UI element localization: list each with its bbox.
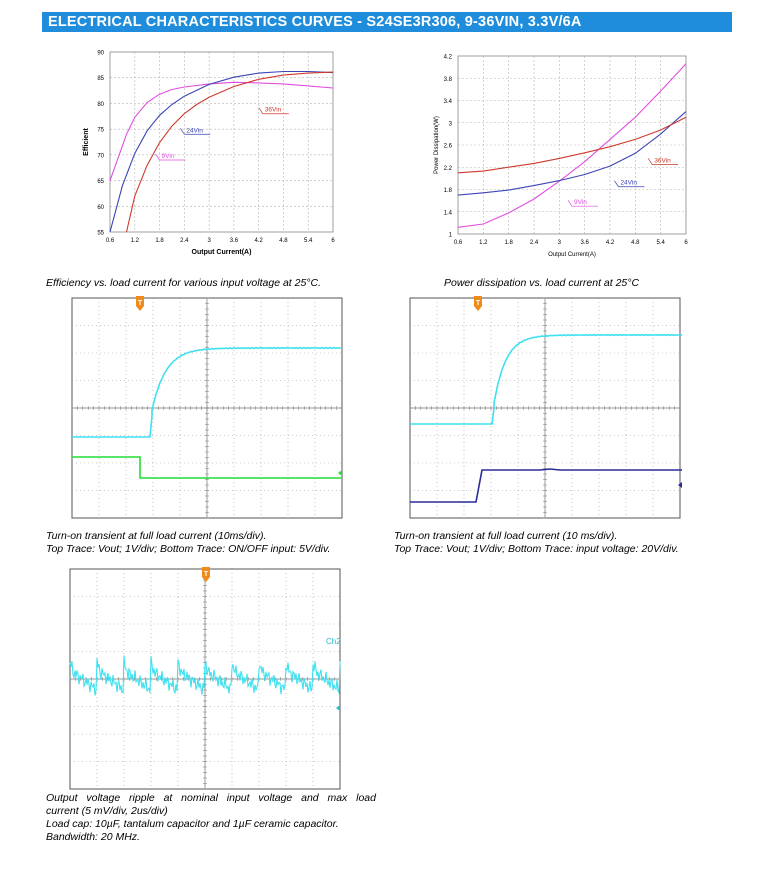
vout-trace — [72, 346, 343, 438]
series-label-leader — [614, 180, 645, 188]
series-line-24vin — [457, 111, 687, 196]
trigger-marker-icon — [474, 296, 482, 311]
ripple-trace — [69, 655, 341, 696]
x-tick-label: 4.2 — [254, 238, 263, 244]
on-off-trace — [72, 456, 342, 479]
y-tick-label: 4.2 — [444, 55, 453, 61]
y-tick-label: 2.2 — [444, 166, 453, 172]
x-tick-label: 3 — [207, 238, 211, 244]
series-line-9vin — [109, 81, 334, 181]
trigger-marker-label: T — [476, 300, 481, 307]
y-tick-label: 1.8 — [444, 188, 453, 194]
trigger-marker-label: T — [138, 300, 143, 307]
y-axis-label: Power Dissipation(W) — [434, 116, 440, 174]
plot-frame — [457, 55, 687, 235]
series-label-leader — [567, 199, 598, 207]
y-tick-label: 70 — [97, 153, 104, 159]
series-label-24vin: 24Vin — [186, 127, 203, 134]
y-tick-label: 1.4 — [444, 210, 453, 216]
x-tick-label: 4.2 — [606, 240, 615, 246]
x-tick-label: 6 — [331, 238, 335, 244]
x-tick-label: 0.6 — [454, 240, 463, 246]
y-tick-label: 85 — [97, 76, 104, 82]
y-tick-label: 1 — [449, 233, 453, 239]
channel-marker-icon — [678, 482, 682, 488]
y-tick-label: 55 — [97, 231, 104, 237]
x-axis-label: Output Current(A) — [548, 252, 596, 258]
y-tick-label: 65 — [97, 179, 104, 185]
scope3-caption: Output voltage ripple at nominal input v… — [46, 792, 376, 843]
series-line-24vin — [109, 70, 334, 233]
x-tick-label: 3.6 — [580, 240, 589, 246]
series-label-leader — [180, 128, 211, 135]
power-caption: Power dissipation vs. load current at 25… — [444, 277, 640, 289]
plot-frame — [109, 51, 334, 233]
scope-turn-on-vin: T — [409, 296, 683, 519]
scope-turn-on-onoff: T — [71, 296, 343, 519]
x-tick-label: 2.4 — [180, 238, 189, 244]
series-line-36vin — [125, 71, 334, 233]
x-tick-label: 2.4 — [530, 240, 539, 246]
y-tick-label: 75 — [97, 128, 104, 134]
series-label-leader — [258, 107, 289, 115]
x-tick-label: 1.8 — [504, 240, 513, 246]
series-label-36vin: 36Vin — [265, 107, 282, 114]
vout-trace — [410, 333, 683, 425]
x-axis-label: Output Current(A) — [192, 249, 252, 256]
trigger-marker-icon — [136, 296, 144, 311]
series-label-24vin: 24Vin — [620, 180, 637, 187]
scope1-caption: Turn-on transient at full load current (… — [46, 530, 331, 555]
y-tick-label: 3 — [449, 121, 453, 127]
channel-marker-icon — [336, 705, 340, 711]
x-tick-label: 5.4 — [304, 238, 313, 244]
scope-output-ripple: T Ch2 — [69, 567, 341, 790]
channel-marker-icon — [338, 470, 342, 476]
series-label-9vin: 9Vin — [574, 199, 587, 206]
y-tick-label: 3.4 — [444, 99, 453, 105]
x-tick-label: 3 — [558, 240, 562, 246]
x-tick-label: 3.6 — [230, 238, 239, 244]
x-tick-label: 0.6 — [106, 238, 115, 244]
series-line-9vin — [457, 63, 687, 228]
y-tick-label: 2.6 — [444, 144, 453, 150]
section-title-banner: ELECTRICAL CHARACTERISTICS CURVES - S24S… — [42, 12, 732, 32]
vin-trace — [410, 468, 682, 503]
efficiency-chart: 0.6 1.2 1.8 2.4 3 3.6 4.2 4.8 5.4 6 55 60 65 70 75 80 85… — [83, 51, 335, 257]
series-label-leader — [647, 158, 679, 165]
y-axis-label: Efficient — [83, 128, 90, 156]
series-line-36vin — [457, 116, 687, 174]
y-tick-label: 80 — [97, 102, 104, 108]
x-tick-label: 1.8 — [155, 238, 164, 244]
x-tick-label: 4.8 — [631, 240, 640, 246]
series-label-9vin: 9Vin — [162, 153, 175, 160]
series-label-leader — [155, 153, 186, 161]
y-tick-label: 3.8 — [444, 77, 453, 83]
x-tick-label: 6 — [684, 240, 688, 246]
x-tick-label: 1.2 — [479, 240, 488, 246]
ch2-label: Ch2 — [326, 637, 341, 646]
x-tick-label: 5.4 — [656, 240, 665, 246]
y-tick-label: 90 — [97, 51, 104, 57]
x-tick-label: 1.2 — [131, 238, 140, 244]
efficiency-caption: Efficiency vs. load current for various … — [46, 277, 321, 289]
trigger-marker-icon — [202, 567, 210, 582]
series-label-36vin: 36Vin — [654, 157, 671, 164]
y-tick-label: 60 — [97, 205, 104, 211]
trigger-marker-label: T — [204, 571, 209, 578]
x-tick-label: 4.8 — [279, 238, 288, 244]
scope2-caption: Turn-on transient at full load current (… — [394, 530, 679, 555]
power-dissipation-chart: 0.6 1.2 1.8 2.4 3 3.6 4.2 4.8 5.4 6 1 1.4 1.8 2.2 2.6 3… — [434, 55, 688, 259]
